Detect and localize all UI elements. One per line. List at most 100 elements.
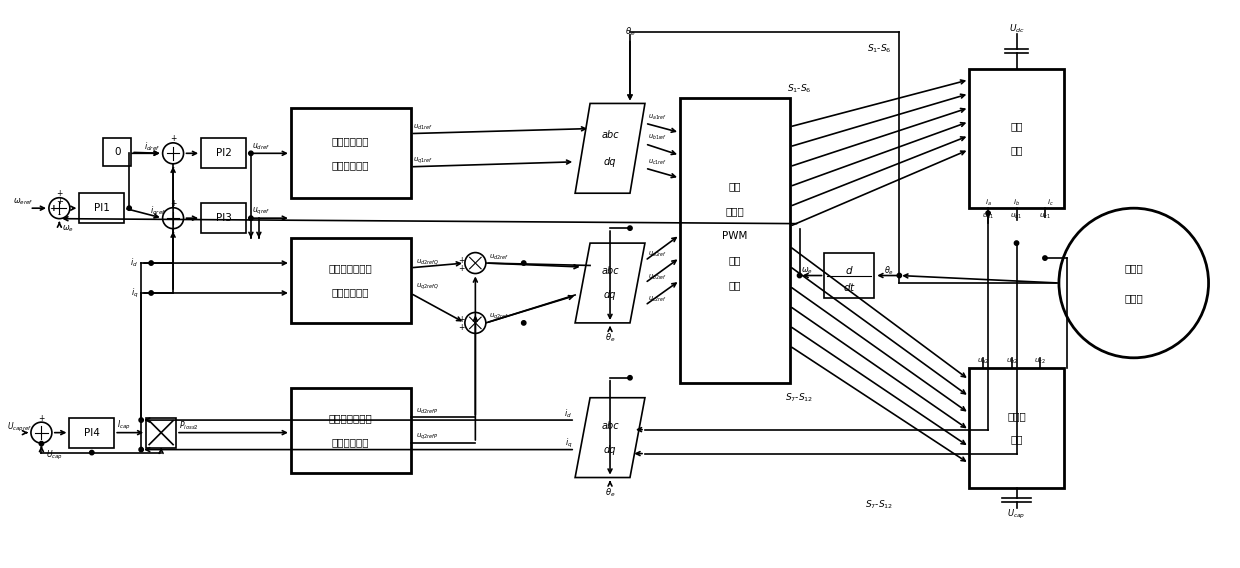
Circle shape: [627, 375, 632, 380]
Text: $\omega_{eref}$: $\omega_{eref}$: [14, 197, 33, 207]
Text: +: +: [56, 197, 63, 206]
Text: 主逆: 主逆: [1011, 122, 1023, 131]
Text: $\theta_e$: $\theta_e$: [605, 486, 615, 499]
Text: $i_{dref}$: $i_{dref}$: [144, 140, 160, 153]
Bar: [680, 98, 790, 383]
Circle shape: [31, 422, 52, 443]
Text: +: +: [50, 204, 56, 212]
Text: $U_{cap}$: $U_{cap}$: [46, 449, 63, 462]
Circle shape: [249, 216, 253, 220]
Text: $U_{cap}$: $U_{cap}$: [1007, 508, 1025, 521]
Text: $u_{c1ref}$: $u_{c1ref}$: [649, 157, 667, 166]
Text: 补偿逆: 补偿逆: [1007, 411, 1025, 421]
Text: PI1: PI1: [94, 203, 109, 213]
Text: $u_{q2refP}$: $u_{q2refP}$: [415, 432, 438, 442]
Text: PI2: PI2: [216, 148, 232, 158]
Bar: [291, 238, 410, 323]
Text: $u_{q2ref}$: $u_{q2ref}$: [489, 312, 508, 322]
Text: $i_b$: $i_b$: [1013, 198, 1021, 208]
Circle shape: [522, 321, 526, 325]
Text: $\omega_e$: $\omega_e$: [801, 265, 812, 276]
Text: $u_{a1}$: $u_{a1}$: [982, 211, 994, 221]
Polygon shape: [575, 398, 645, 478]
Text: 补偿逆变器给定: 补偿逆变器给定: [329, 413, 372, 423]
Circle shape: [986, 211, 991, 215]
Text: -: -: [40, 442, 43, 452]
Bar: [146, 417, 176, 448]
Text: abc: abc: [601, 421, 619, 431]
Text: 0: 0: [114, 147, 120, 157]
Text: $u_{qref}$: $u_{qref}$: [252, 206, 270, 217]
Text: $U_{capref}$: $U_{capref}$: [6, 421, 32, 434]
Circle shape: [162, 143, 184, 164]
Text: -: -: [171, 228, 175, 237]
Text: $d$: $d$: [846, 264, 854, 276]
Text: $\theta_e$: $\theta_e$: [605, 332, 615, 344]
Text: $\omega_e$: $\omega_e$: [62, 223, 74, 234]
Text: $u_{q1ref}$: $u_{q1ref}$: [413, 156, 433, 166]
Text: 主逆变器给定: 主逆变器给定: [332, 136, 370, 147]
Text: $S_7$-$S_{12}$: $S_7$-$S_{12}$: [785, 391, 813, 404]
Text: -: -: [171, 163, 175, 172]
Text: +: +: [459, 323, 465, 332]
Bar: [970, 368, 1064, 487]
Text: +: +: [38, 414, 45, 423]
Text: 调制: 调制: [728, 256, 742, 266]
Text: 变器: 变器: [1011, 145, 1023, 155]
Text: +: +: [459, 256, 465, 265]
Text: dq: dq: [604, 445, 616, 454]
Circle shape: [465, 312, 486, 333]
Text: 混合: 混合: [728, 181, 742, 191]
Bar: [103, 139, 131, 166]
Text: +: +: [459, 315, 465, 324]
Circle shape: [149, 291, 154, 295]
Text: $S_1$-$S_6$: $S_1$-$S_6$: [787, 82, 812, 95]
Text: $I_{cap}$: $I_{cap}$: [118, 419, 131, 432]
Text: $u_{a2ref}$: $u_{a2ref}$: [649, 250, 667, 259]
Text: -: -: [58, 210, 61, 219]
Text: abc: abc: [601, 266, 619, 276]
Text: $i_q$: $i_q$: [130, 286, 138, 299]
Text: $i_d$: $i_d$: [130, 257, 138, 269]
Circle shape: [40, 441, 43, 446]
Text: $u_{c1}$: $u_{c1}$: [1039, 211, 1052, 221]
Text: 步电机: 步电机: [1125, 293, 1143, 303]
Text: $i_a$: $i_a$: [985, 198, 992, 208]
Text: abc: abc: [601, 130, 619, 140]
Polygon shape: [575, 103, 645, 193]
Text: $i_{qref}$: $i_{qref}$: [150, 204, 166, 218]
Text: $\theta_e$: $\theta_e$: [625, 26, 635, 38]
Text: 损耗电压计算: 损耗电压计算: [332, 437, 370, 447]
Text: $u_{d2refQ}$: $u_{d2refQ}$: [415, 257, 439, 266]
Text: 无功电压计算: 无功电压计算: [332, 287, 370, 298]
Circle shape: [1059, 208, 1209, 358]
Text: $i_c$: $i_c$: [1047, 198, 1053, 208]
Text: +: +: [51, 204, 57, 212]
Bar: [291, 108, 410, 198]
Bar: [291, 388, 410, 473]
Text: PI4: PI4: [84, 428, 99, 437]
Text: $dt$: $dt$: [843, 281, 856, 293]
Text: $u_{d2ref}$: $u_{d2ref}$: [489, 252, 508, 262]
Text: $u_{a1ref}$: $u_{a1ref}$: [649, 112, 667, 122]
Text: $u_{b2}$: $u_{b2}$: [1006, 357, 1018, 366]
Circle shape: [897, 273, 901, 278]
Text: +: +: [56, 189, 62, 198]
Bar: [970, 69, 1064, 208]
Text: $u_{dref}$: $u_{dref}$: [252, 141, 270, 152]
Circle shape: [1014, 241, 1019, 245]
Circle shape: [627, 226, 632, 231]
Bar: [79, 193, 124, 223]
Circle shape: [1043, 256, 1047, 260]
Text: $u_{b2ref}$: $u_{b2ref}$: [649, 273, 667, 282]
Bar: [201, 203, 246, 233]
Text: $u_{d1ref}$: $u_{d1ref}$: [413, 123, 433, 132]
Text: 永磁同: 永磁同: [1125, 263, 1143, 273]
Text: $u_{a2}$: $u_{a2}$: [977, 357, 990, 366]
Bar: [69, 417, 114, 448]
Text: 变器: 变器: [1011, 435, 1023, 445]
Text: 不连续: 不连续: [725, 206, 744, 216]
Polygon shape: [575, 243, 645, 323]
Text: $u_{q2refQ}$: $u_{q2refQ}$: [415, 282, 439, 293]
Circle shape: [139, 448, 144, 452]
